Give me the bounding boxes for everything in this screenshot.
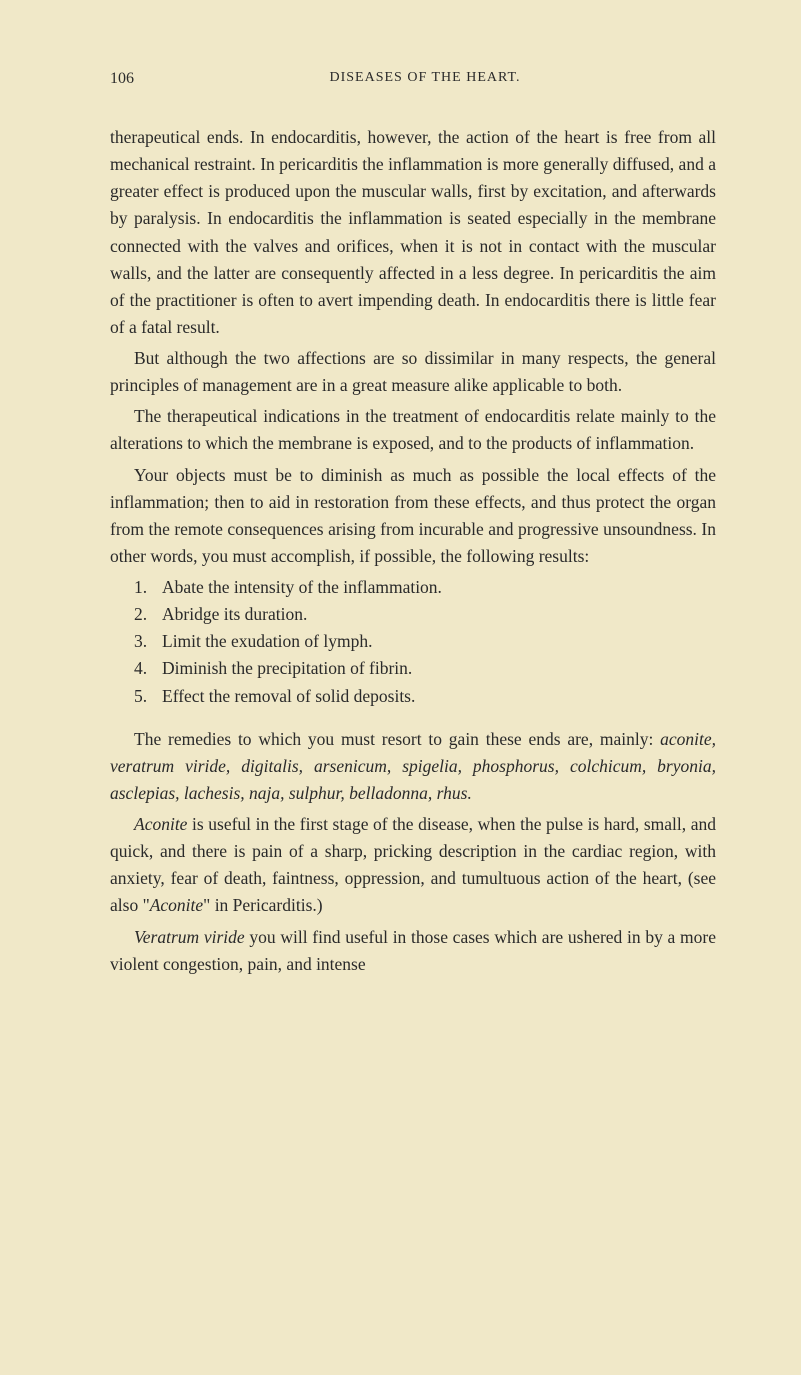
list-text: Limit the exudation of lymph.	[162, 628, 716, 655]
list-number: 2.	[134, 601, 162, 628]
body-paragraph: Veratrum viride you will find useful in …	[110, 924, 716, 978]
body-paragraph: But although the two affections are so d…	[110, 345, 716, 399]
body-paragraph: Aconite is useful in the first stage of …	[110, 811, 716, 920]
page-header: 106 DISEASES OF THE HEART.	[110, 70, 716, 88]
body-paragraph: The therapeutical indications in the tre…	[110, 403, 716, 457]
body-paragraph: Your objects must be to diminish as much…	[110, 462, 716, 571]
spacer	[110, 714, 716, 726]
list-number: 3.	[134, 628, 162, 655]
list-text: Abate the intensity of the inflammation.	[162, 574, 716, 601]
list-text: Diminish the precipitation of fibrin.	[162, 655, 716, 682]
italic-term: Veratrum viride	[134, 927, 245, 947]
running-title: DISEASES OF THE HEART.	[330, 70, 521, 88]
paragraph-text: The remedies to which you must resort to…	[134, 729, 660, 749]
page-number: 106	[110, 70, 134, 88]
list-item: 5. Effect the removal of solid deposits.	[134, 683, 716, 710]
italic-term: Aconite	[134, 814, 187, 834]
list-text: Abridge its duration.	[162, 601, 716, 628]
paragraph-text: " in Pericarditis.)	[203, 895, 322, 915]
list-item: 1. Abate the intensity of the inflammati…	[134, 574, 716, 601]
list-number: 5.	[134, 683, 162, 710]
list-text: Effect the removal of solid deposits.	[162, 683, 716, 710]
list-item: 2. Abridge its duration.	[134, 601, 716, 628]
numbered-list: 1. Abate the intensity of the inflammati…	[134, 574, 716, 710]
list-number: 4.	[134, 655, 162, 682]
body-paragraph: The remedies to which you must resort to…	[110, 726, 716, 807]
list-number: 1.	[134, 574, 162, 601]
list-item: 4. Diminish the precipitation of fibrin.	[134, 655, 716, 682]
body-paragraph: therapeutical ends. In endocarditis, how…	[110, 124, 716, 341]
italic-term: Aconite	[150, 895, 203, 915]
list-item: 3. Limit the exudation of lymph.	[134, 628, 716, 655]
